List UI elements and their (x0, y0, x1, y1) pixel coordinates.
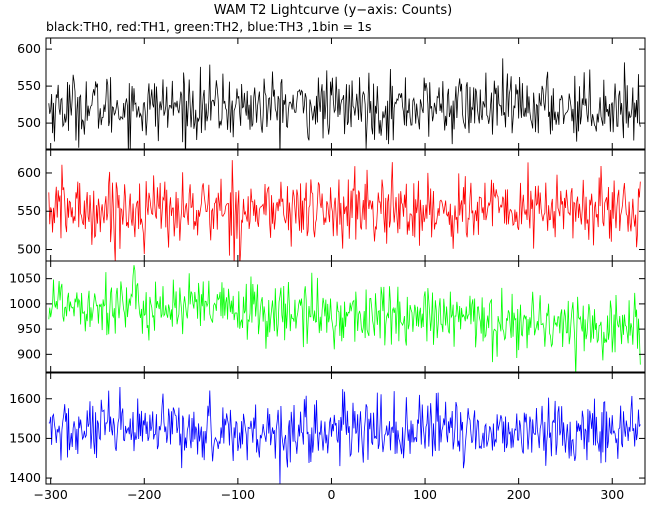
panel-th2: 900 950 1000 1050 (9, 260, 646, 373)
y-tick-label: 500 (17, 242, 41, 257)
series-line-th3 (48, 387, 641, 484)
chart-title: WAM T2 Lightcurve (y−axis: Counts) (214, 3, 452, 18)
series-line-th2 (48, 265, 641, 372)
y-tick-label: 1400 (9, 470, 41, 485)
y-tick-label: 1600 (9, 391, 41, 406)
x-tick-label: −100 (221, 487, 255, 502)
x-tick-label: 100 (413, 487, 437, 502)
y-tick-label: 1500 (9, 430, 41, 445)
y-tick-label: 550 (17, 203, 41, 218)
y-tick-label: 900 (17, 346, 41, 361)
x-axis: −300 −200 −100 0 100 200 300 (34, 487, 625, 502)
series-line-th1 (48, 160, 641, 261)
panel-frame (45, 372, 646, 485)
panel-th1: 500 550 600 (17, 149, 646, 262)
y-tick-label: 500 (17, 115, 41, 130)
panel-frame (45, 260, 646, 373)
panel-th0: 500 550 600 (17, 37, 646, 150)
y-tick-label: 550 (17, 78, 41, 93)
panel-th3: 1400 1500 1600 (9, 372, 646, 485)
y-tick-label: 950 (17, 321, 41, 336)
x-tick-label: −200 (127, 487, 161, 502)
x-tick-label: 300 (600, 487, 624, 502)
y-tick-label: 1050 (9, 271, 41, 286)
x-tick-label: 200 (507, 487, 531, 502)
x-tick-label: −300 (34, 487, 68, 502)
y-tick-label: 600 (17, 165, 41, 180)
x-tick-label: 0 (327, 487, 335, 502)
y-tick-label: 600 (17, 41, 41, 56)
series-line-th0 (48, 58, 641, 149)
panel-frame (45, 37, 646, 150)
chart-subtitle: black:TH0, red:TH1, green:TH2, blue:TH3 … (46, 19, 372, 34)
panel-frame (45, 149, 646, 262)
panels-group: 500 550 600 500 550 600 900 950 1000 1050 1400 1500… (9, 37, 646, 485)
y-tick-label: 1000 (9, 296, 41, 311)
